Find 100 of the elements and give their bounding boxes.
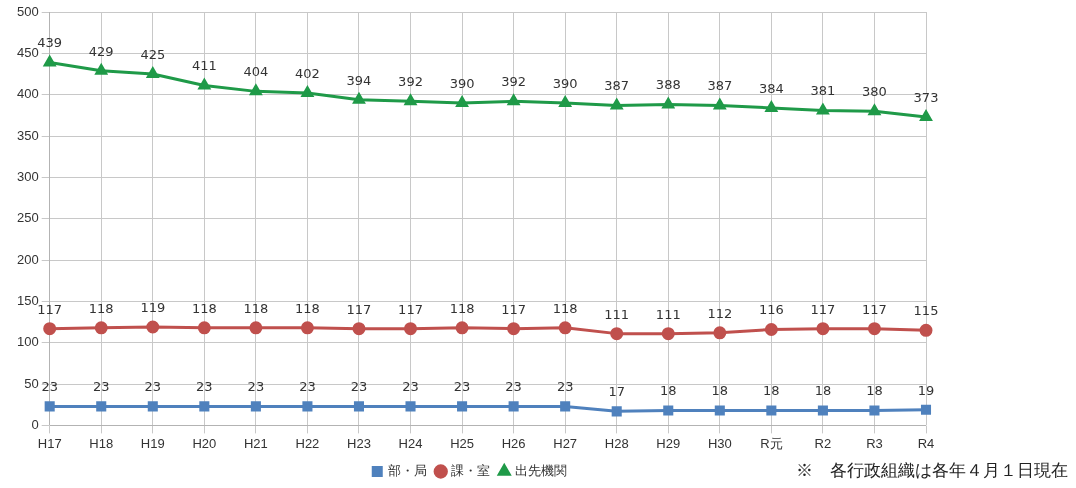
x-tick-label: H28 bbox=[604, 435, 629, 451]
point bbox=[96, 401, 107, 412]
data-label: 23 bbox=[505, 379, 522, 395]
point bbox=[816, 322, 830, 336]
point bbox=[559, 96, 571, 107]
point bbox=[404, 94, 417, 106]
data-label: 19 bbox=[917, 382, 935, 398]
point bbox=[250, 84, 262, 96]
data-label: 23 bbox=[144, 379, 162, 395]
data-label: 18 bbox=[763, 383, 780, 399]
data-label: 18 bbox=[659, 383, 677, 399]
x-tick-label: H29 bbox=[656, 435, 681, 451]
data-label: 118 bbox=[552, 300, 578, 316]
data-label: 394 bbox=[346, 72, 372, 88]
point bbox=[867, 322, 881, 336]
x-tick-label: H20 bbox=[192, 435, 217, 451]
data-label: 23 bbox=[556, 379, 574, 395]
point bbox=[197, 321, 211, 335]
data-label: 117 bbox=[810, 301, 836, 317]
data-label: 111 bbox=[604, 306, 630, 322]
data-label: 387 bbox=[604, 78, 630, 94]
point bbox=[147, 401, 158, 412]
point bbox=[405, 401, 416, 412]
point bbox=[713, 98, 726, 110]
x-tick-label: H17 bbox=[37, 435, 62, 451]
y-tick-label: 0 bbox=[31, 416, 39, 432]
point bbox=[44, 401, 55, 412]
y-tick-label: 150 bbox=[16, 292, 39, 308]
point bbox=[661, 327, 675, 341]
x-tick-label: H22 bbox=[295, 435, 320, 451]
data-label: 119 bbox=[140, 299, 166, 315]
x-tick-label: H25 bbox=[450, 435, 474, 451]
point bbox=[508, 401, 519, 412]
point bbox=[610, 98, 623, 110]
data-label: 23 bbox=[350, 379, 368, 395]
data-label: 115 bbox=[913, 303, 939, 319]
point bbox=[560, 401, 571, 412]
data-label: 390 bbox=[552, 75, 578, 91]
point bbox=[713, 326, 727, 340]
data-label: 390 bbox=[449, 75, 475, 91]
point bbox=[766, 405, 777, 416]
y-tick-label: 400 bbox=[16, 86, 39, 102]
x-tick-label: H21 bbox=[243, 435, 268, 451]
data-label: 23 bbox=[402, 379, 419, 395]
data-label: 116 bbox=[758, 302, 784, 318]
y-tick-label: 300 bbox=[16, 168, 39, 184]
y-tick-label: 250 bbox=[16, 210, 39, 226]
data-label: 117 bbox=[37, 301, 63, 317]
point bbox=[558, 321, 572, 335]
point bbox=[301, 86, 314, 98]
data-label: 23 bbox=[453, 379, 471, 395]
data-label: 23 bbox=[41, 379, 58, 395]
point bbox=[455, 321, 469, 335]
x-tick-label: R2 bbox=[814, 435, 832, 451]
point bbox=[94, 321, 108, 335]
legend-label: 課・室 bbox=[451, 463, 491, 479]
data-label: 118 bbox=[191, 300, 217, 316]
data-label: 429 bbox=[88, 43, 114, 59]
data-label: 111 bbox=[655, 306, 681, 322]
point bbox=[507, 322, 521, 336]
data-label: 18 bbox=[711, 383, 729, 399]
data-label: 411 bbox=[191, 58, 217, 74]
data-label: 381 bbox=[810, 83, 836, 99]
point bbox=[457, 401, 468, 412]
point bbox=[249, 321, 263, 335]
data-label: 388 bbox=[655, 77, 681, 93]
data-label: 384 bbox=[758, 80, 784, 96]
legend-label: 部・局 bbox=[387, 463, 427, 479]
point bbox=[663, 405, 674, 416]
x-tick-label: H26 bbox=[501, 435, 526, 451]
y-tick-label: 100 bbox=[16, 334, 39, 350]
point bbox=[920, 110, 932, 121]
data-label: 117 bbox=[501, 301, 527, 317]
data-label: 17 bbox=[608, 384, 625, 400]
data-label: 23 bbox=[247, 379, 265, 395]
x-tick-label: H27 bbox=[553, 435, 578, 451]
data-label: 112 bbox=[707, 305, 733, 321]
point bbox=[817, 103, 829, 115]
point bbox=[353, 401, 365, 412]
y-tick-label: 50 bbox=[24, 375, 39, 391]
point bbox=[302, 401, 313, 412]
y-tick-label: 500 bbox=[16, 3, 39, 19]
y-tick-label: 200 bbox=[16, 251, 39, 267]
x-tick-label: H23 bbox=[347, 435, 371, 451]
point bbox=[404, 322, 418, 336]
data-label: 392 bbox=[501, 74, 527, 90]
point bbox=[868, 104, 881, 116]
data-label: 18 bbox=[814, 383, 832, 399]
point bbox=[765, 101, 778, 112]
point bbox=[43, 322, 57, 336]
data-label: 118 bbox=[449, 300, 475, 316]
point bbox=[869, 405, 880, 416]
point bbox=[764, 322, 778, 336]
point bbox=[611, 406, 622, 417]
point bbox=[714, 405, 725, 416]
point bbox=[920, 404, 932, 415]
x-tick-label: H19 bbox=[140, 435, 165, 451]
point bbox=[146, 320, 160, 334]
point bbox=[250, 401, 261, 412]
data-label: 118 bbox=[88, 300, 114, 316]
